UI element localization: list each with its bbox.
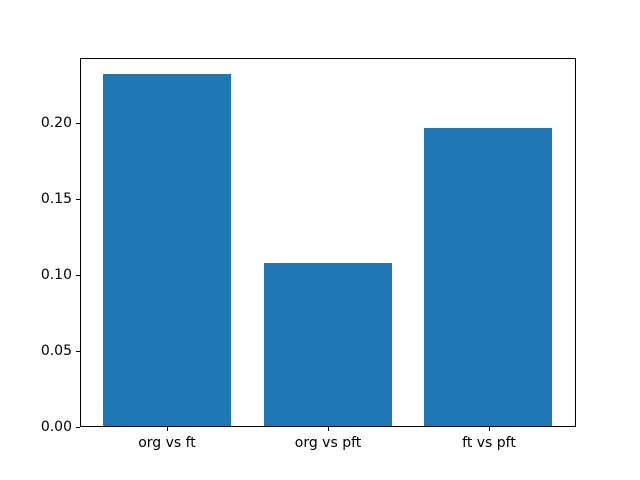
y-tick-label: 0.20 (40, 115, 72, 131)
x-tick-mark (328, 427, 329, 431)
x-tick-mark (489, 427, 490, 431)
y-tick-label: 0.15 (40, 191, 72, 207)
x-tick-label: ft vs pft (462, 435, 516, 451)
y-tick-label: 0.00 (40, 419, 72, 435)
x-tick-label: org vs ft (138, 435, 196, 451)
y-tick-mark (76, 123, 80, 124)
bar-org-vs-ft (103, 74, 231, 426)
plot-area (80, 58, 576, 427)
y-tick-label: 0.05 (40, 343, 72, 359)
x-tick-mark (167, 427, 168, 431)
bar-org-vs-pft (264, 263, 392, 426)
y-tick-label: 0.10 (40, 267, 72, 283)
y-tick-mark (76, 427, 80, 428)
x-tick-label: org vs pft (294, 435, 362, 451)
bar-ft-vs-pft (424, 128, 552, 426)
y-tick-mark (76, 351, 80, 352)
y-tick-mark (76, 275, 80, 276)
y-tick-mark (76, 199, 80, 200)
